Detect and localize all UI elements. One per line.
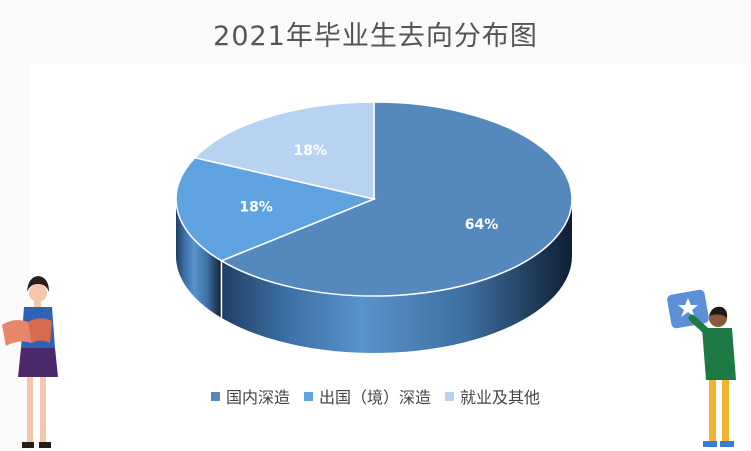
- legend-swatch-domestic: [210, 391, 220, 401]
- slice-abroad-side: [176, 199, 222, 318]
- slice-domestic: [219, 101, 573, 297]
- legend-item-domestic: 国内深造: [210, 384, 290, 408]
- slice-abroad-label: 18%: [239, 199, 273, 215]
- slice-abroad: [175, 156, 377, 262]
- man-holding-star-card-illustration: [667, 289, 736, 447]
- legend-swatch-employment: [445, 391, 454, 401]
- legend-item-abroad: 出国（境）深造: [303, 384, 431, 408]
- chart-title: 2021年毕业生去向分布图: [213, 21, 538, 52]
- legend-swatch-abroad: [303, 391, 313, 401]
- chart-legend: 国内深造 出国（境）深造 就业及其他: [0, 384, 751, 408]
- slice-employment-label: 18%: [294, 143, 328, 159]
- slice-employment: [193, 101, 375, 200]
- woman-reading-illustration: [2, 276, 58, 448]
- legend-label-employment: 就业及其他: [460, 388, 541, 407]
- legend-label-abroad: 出国（境）深造: [318, 388, 431, 407]
- slice-domestic-label: 64%: [465, 217, 499, 233]
- legend-item-employment: 就业及其他: [445, 384, 540, 408]
- legend-label-domestic: 国内深造: [225, 388, 290, 407]
- slice-domestic-side: [221, 199, 572, 353]
